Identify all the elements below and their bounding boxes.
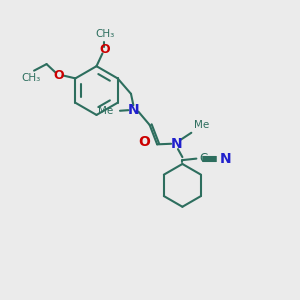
Text: Me: Me: [98, 106, 113, 116]
Text: O: O: [139, 135, 151, 149]
Text: N: N: [128, 103, 139, 117]
Text: CH₃: CH₃: [22, 73, 41, 83]
Text: N: N: [171, 137, 182, 151]
Text: Me: Me: [194, 120, 209, 130]
Text: CH₃: CH₃: [95, 29, 114, 39]
Text: O: O: [54, 69, 64, 82]
Text: C: C: [200, 152, 208, 165]
Text: O: O: [99, 43, 110, 56]
Text: N: N: [219, 152, 231, 166]
